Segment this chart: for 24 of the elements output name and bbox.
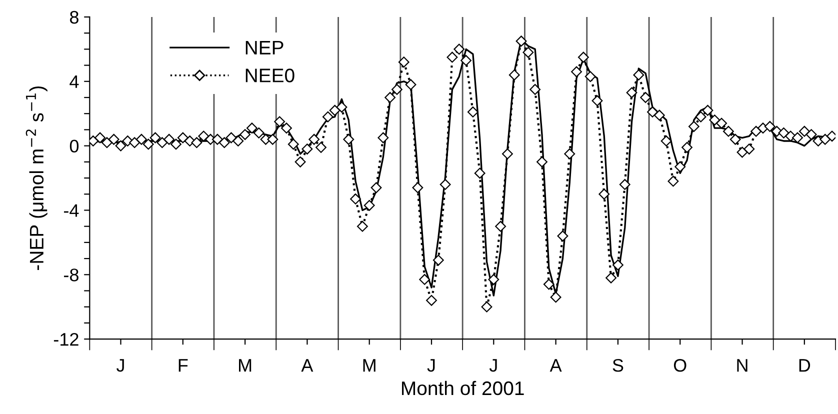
- y-tick-label: 0: [70, 140, 79, 153]
- point: [101, 137, 112, 148]
- legend-label: NEP: [246, 40, 284, 54]
- y-tick-label: -12: [54, 333, 78, 346]
- legend-label: NEE0: [246, 68, 294, 82]
- y-axis-title: -NEP (μmol m$^{−2}$ s$^{−1}$): [26, 86, 48, 270]
- point: [253, 127, 264, 138]
- x-axis-title: Month of 2001: [402, 380, 524, 396]
- y-tick-label: 8: [70, 10, 78, 24]
- x-tick-label: M: [363, 359, 376, 372]
- x-tick-label: N: [737, 359, 748, 372]
- y-tick-label: -4: [64, 204, 79, 217]
- x-tick-label: J: [489, 359, 497, 372]
- x-tick-label: D: [799, 359, 810, 372]
- y-tick-label: -8: [64, 268, 78, 282]
- x-tick-label: O: [674, 358, 686, 372]
- x-tick-label: J: [427, 359, 435, 372]
- x-tick-label: A: [550, 359, 562, 372]
- x-tick-label: J: [116, 359, 124, 372]
- x-tick-label: F: [178, 359, 188, 372]
- x-tick-label: S: [612, 358, 624, 372]
- x-tick-label: M: [239, 359, 252, 372]
- x-tick-label: A: [301, 359, 314, 372]
- y-tick-label: 4: [70, 76, 79, 88]
